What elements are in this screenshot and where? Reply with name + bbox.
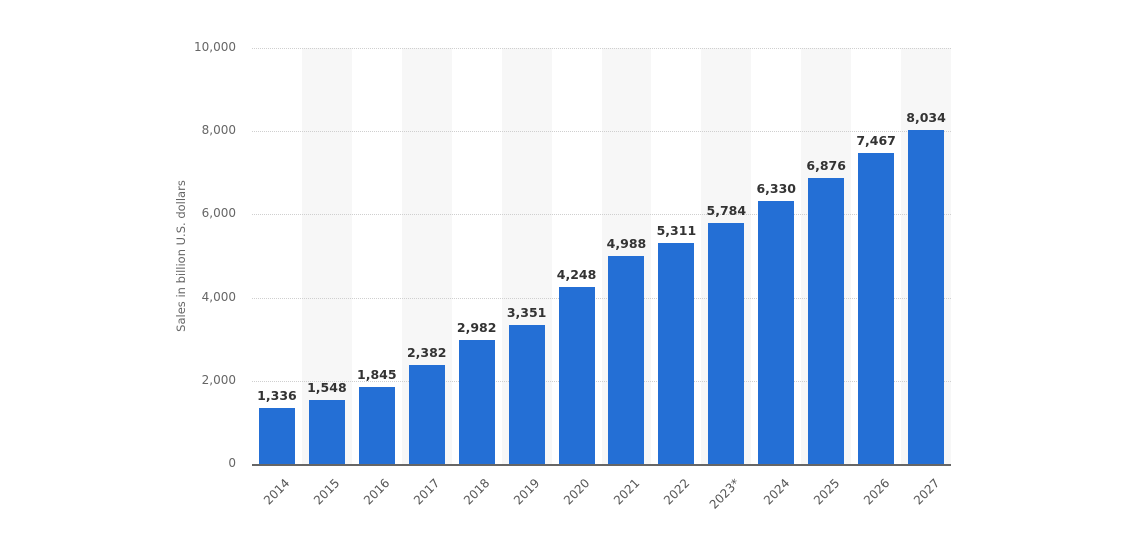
bar[interactable] (358, 387, 395, 464)
x-tick-label: 2016 (361, 476, 393, 508)
value-label: 1,845 (357, 367, 397, 383)
value-label: 2,382 (406, 344, 447, 360)
x-tick-label: 2015 (311, 476, 343, 508)
value-label: 5,311 (656, 223, 697, 239)
value-label: 5,784 (706, 203, 747, 219)
x-tick-label: 2023* (706, 476, 743, 512)
x-tick-label: 2017 (411, 476, 443, 508)
y-axis-label: Sales in billion U.S. dollars (174, 180, 188, 332)
value-label: 3,351 (506, 304, 547, 320)
x-tick-label: 2022 (660, 476, 693, 508)
bar[interactable] (858, 153, 895, 464)
value-label: 4,248 (556, 267, 597, 283)
gridline (252, 297, 951, 299)
y-tick-label: 10,000 (194, 40, 236, 54)
y-tick-label: 4,000 (201, 289, 236, 304)
y-tick-label: 6,000 (201, 206, 236, 221)
value-label: 2,982 (456, 319, 497, 335)
gridline (252, 131, 951, 133)
bar[interactable] (708, 223, 745, 464)
gridline (252, 48, 951, 49)
value-label: 6,876 (806, 157, 846, 173)
bar[interactable] (908, 129, 945, 464)
x-tick-label: 2019 (511, 476, 543, 508)
x-tick-label: 2014 (261, 476, 293, 508)
value-label: 6,330 (756, 180, 797, 196)
value-label: 4,988 (606, 236, 647, 252)
value-label: 7,467 (856, 133, 896, 149)
x-tick-label: 2020 (560, 476, 593, 508)
bar[interactable] (658, 243, 695, 464)
y-tick-label: 0 (228, 456, 236, 470)
x-tick-label: 2021 (610, 476, 643, 508)
value-label: 1,336 (257, 388, 297, 404)
bar[interactable] (408, 364, 445, 464)
value-label: 8,034 (906, 109, 946, 125)
x-tick-label: 2025 (810, 476, 843, 508)
x-tick-label: 2018 (461, 476, 493, 508)
bar[interactable] (808, 177, 845, 464)
bar[interactable] (758, 200, 795, 464)
x-axis-line (252, 464, 951, 466)
value-label: 1,548 (307, 379, 347, 395)
x-tick-label: 2026 (860, 476, 893, 508)
bar[interactable] (508, 324, 545, 464)
gridline (252, 380, 951, 382)
bar[interactable] (258, 408, 295, 464)
bar[interactable] (558, 287, 595, 464)
x-tick-label: 2027 (910, 476, 942, 508)
gridline (252, 214, 951, 216)
bar[interactable] (458, 339, 495, 464)
bar[interactable] (308, 399, 345, 464)
y-tick-label: 2,000 (201, 372, 236, 387)
bar[interactable] (608, 256, 645, 464)
x-tick-label: 2024 (760, 476, 793, 508)
column-band (301, 48, 352, 464)
y-tick-label: 8,000 (201, 123, 236, 138)
